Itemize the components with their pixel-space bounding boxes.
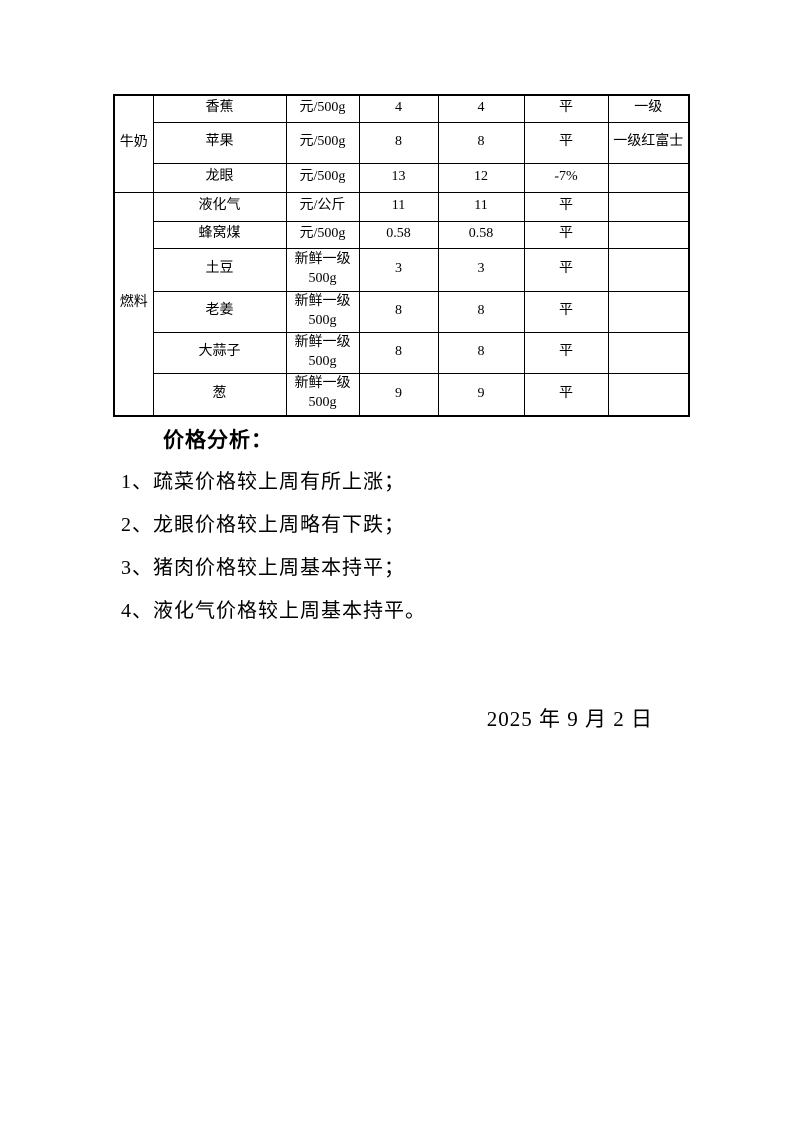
last-week-cell: 3 xyxy=(358,247,439,292)
item-cell: 蜂窝煤 xyxy=(152,220,287,249)
table-row: 龙眼 元/500g 13 12 -7% xyxy=(114,162,690,193)
last-week-cell: 11 xyxy=(358,191,439,222)
item-cell: 香蕉 xyxy=(152,94,287,123)
change-cell: 平 xyxy=(523,331,609,374)
analysis-item: 1、疏菜价格较上周有所上涨； xyxy=(121,471,405,493)
change-cell: 平 xyxy=(523,121,609,164)
remark-cell xyxy=(607,290,690,333)
spec-cell: 新鲜一级500g xyxy=(285,372,360,417)
spec-cell: 新鲜一级500g xyxy=(285,331,360,374)
remark-cell xyxy=(607,162,690,193)
spec-cell: 元/500g xyxy=(285,94,360,123)
this-week-cell: 4 xyxy=(437,94,525,123)
this-week-cell: 8 xyxy=(437,331,525,374)
spec-cell: 元/500g xyxy=(285,162,360,193)
analysis-item: 4、液化气价格较上周基本持平。 xyxy=(121,600,426,622)
last-week-cell: 8 xyxy=(358,331,439,374)
last-week-cell: 8 xyxy=(358,121,439,164)
last-week-cell: 13 xyxy=(358,162,439,193)
item-cell: 葱 xyxy=(152,372,287,417)
analysis-heading: 价格分析： xyxy=(163,428,273,452)
table-row: 牛奶 香蕉 元/500g 4 4 平 一级 xyxy=(113,94,690,193)
change-cell: -7% xyxy=(523,162,609,193)
report-date: 2025 年 9 月 2 日 xyxy=(486,707,653,731)
this-week-cell: 12 xyxy=(437,162,525,193)
this-week-cell: 9 xyxy=(437,372,525,417)
item-cell: 液化气 xyxy=(152,191,287,222)
this-week-cell: 0.58 xyxy=(437,220,525,249)
change-cell: 平 xyxy=(523,247,609,292)
item-cell: 土豆 xyxy=(152,247,287,292)
this-week-cell: 3 xyxy=(437,247,525,292)
analysis-item: 3、猪肉价格较上周基本持平； xyxy=(121,557,405,579)
change-cell: 平 xyxy=(523,94,609,123)
analysis-section: 价格分析： 1、疏菜价格较上周有所上涨； 2、龙眼价格较上周略有下跌； 3、猪肉… xyxy=(113,426,688,642)
item-cell: 龙眼 xyxy=(152,162,287,193)
remark-cell: 一级 xyxy=(607,94,690,123)
remark-cell: 一级红富士 xyxy=(607,121,690,164)
table-row: 土豆 新鲜一级500g 3 3 平 xyxy=(114,247,690,292)
change-cell: 平 xyxy=(523,290,609,333)
category-cell-fuel: 燃料 xyxy=(113,191,154,417)
table-row: 苹果 元/500g 8 8 平 一级红富士 xyxy=(114,121,690,164)
spec-cell: 元/500g xyxy=(285,121,360,164)
last-week-cell: 0.58 xyxy=(358,220,439,249)
remark-cell xyxy=(607,372,690,417)
table-row: 燃料 液化气 元/公斤 11 11 平 xyxy=(113,191,690,417)
spec-cell: 元/公斤 xyxy=(285,191,360,222)
item-cell: 老姜 xyxy=(152,290,287,333)
table-row: 老姜 新鲜一级500g 8 8 平 xyxy=(114,290,690,333)
change-cell: 平 xyxy=(523,372,609,417)
analysis-item: 2、龙眼价格较上周略有下跌； xyxy=(121,514,405,536)
last-week-cell: 8 xyxy=(358,290,439,333)
table-row: 大蒜子 新鲜一级500g 8 8 平 xyxy=(114,331,690,374)
table-row: 蜂窝煤 元/500g 0.58 0.58 平 xyxy=(114,220,690,249)
spec-cell: 新鲜一级500g xyxy=(285,247,360,292)
this-week-cell: 8 xyxy=(437,290,525,333)
item-cell: 苹果 xyxy=(152,121,287,164)
last-week-cell: 4 xyxy=(358,94,439,123)
this-week-cell: 11 xyxy=(437,191,525,222)
spec-cell: 元/500g xyxy=(285,220,360,249)
category-cell-milk: 牛奶 xyxy=(113,94,154,193)
this-week-cell: 8 xyxy=(437,121,525,164)
remark-cell xyxy=(607,331,690,374)
last-week-cell: 9 xyxy=(358,372,439,417)
change-cell: 平 xyxy=(523,220,609,249)
remark-cell xyxy=(607,247,690,292)
remark-cell xyxy=(607,220,690,249)
table-row: 葱 新鲜一级500g 9 9 平 xyxy=(114,372,690,417)
change-cell: 平 xyxy=(523,191,609,222)
remark-cell xyxy=(607,191,690,222)
item-cell: 大蒜子 xyxy=(152,331,287,374)
spec-cell: 新鲜一级500g xyxy=(285,290,360,333)
price-table: 牛奶 香蕉 元/500g 4 4 平 一级 苹果 元/500g 8 8 平 一级… xyxy=(113,94,690,417)
